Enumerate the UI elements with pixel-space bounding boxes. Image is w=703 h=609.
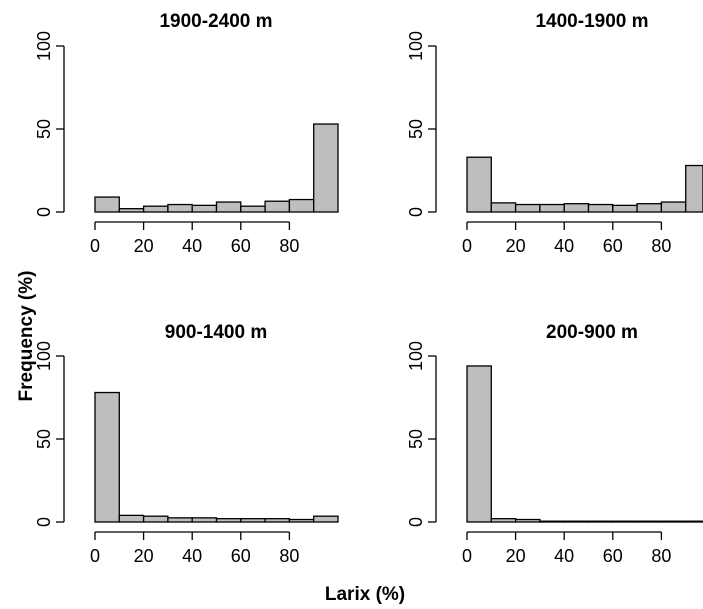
x-tick-label: 60 [231,236,251,256]
x-axis-label: Larix (%) [325,584,405,605]
panel-title: 200-900 m [546,322,638,343]
histogram-bar [142,205,169,213]
histogram-panel: 1900-2400 m 0 20 40 60 80 0 50 100 [34,11,339,256]
x-tick-label: 40 [554,236,574,256]
x-tick-label: 20 [134,546,154,566]
x-tick-label: 40 [182,546,202,566]
histogram-bar [636,520,663,523]
x-tick-label: 20 [506,546,526,566]
histogram-bar [313,123,339,213]
x-tick-label: 80 [651,236,671,256]
y-tick-label: 50 [34,429,54,449]
y-tick-label: 50 [34,119,54,139]
panel-title: 1900-2400 m [159,11,272,32]
histogram-bar [94,196,120,213]
x-tick-label: 40 [554,546,574,566]
panel-title: 1400-1900 m [535,11,648,32]
x-tick-label: 0 [462,236,472,256]
histogram-bar [685,520,703,523]
histogram-bar [118,208,145,213]
y-tick-label: 100 [34,31,54,61]
histogram-bar [612,520,638,523]
x-tick-label: 60 [603,236,623,256]
histogram-bar [587,520,614,523]
histogram-bar [660,201,687,213]
y-tick-label: 0 [34,207,54,217]
histogram-panel: 1400-1900 m 0 20 40 60 80 0 50 100 [406,11,703,256]
histogram-bar [264,518,291,523]
histogram-bar [288,518,315,523]
x-tick-label: 0 [462,546,472,566]
histogram-bar [288,198,315,213]
histogram-bar [636,203,663,213]
x-tick-label: 80 [279,546,299,566]
histogram-bar [240,205,266,213]
x-tick-label: 60 [231,546,251,566]
y-axis-label: Frequency (%) [16,271,37,402]
histogram-bar [167,517,193,523]
histogram-bar [191,204,218,213]
histogram-bar [118,514,145,523]
histogram-bar [191,517,218,523]
histogram-bar [685,164,703,213]
histogram-bar [563,520,590,523]
y-tick-label: 100 [406,341,426,371]
y-tick-label: 0 [406,207,426,217]
histogram-bar [313,515,339,523]
x-tick-label: 60 [603,546,623,566]
x-tick-label: 0 [90,236,100,256]
histogram-bar [539,203,565,213]
x-tick-label: 80 [279,236,299,256]
histogram-bar [490,518,517,523]
x-tick-label: 40 [182,236,202,256]
histogram-bar [466,156,492,213]
y-tick-label: 100 [34,341,54,371]
y-tick-label: 0 [34,517,54,527]
x-tick-label: 20 [134,236,154,256]
histogram-bar [466,365,492,523]
x-tick-label: 80 [651,546,671,566]
y-tick-label: 0 [406,517,426,527]
histogram-bar [514,203,541,213]
histogram-bar [264,200,291,213]
histogram-bar [490,202,517,213]
histogram-bar [587,203,614,213]
x-tick-label: 20 [506,236,526,256]
y-tick-label: 50 [406,119,426,139]
histogram-panel: 200-900 m 0 20 40 60 80 0 50 100 [406,322,703,566]
histogram-bar [240,518,266,523]
y-tick-label: 50 [406,429,426,449]
histogram-bar [539,520,565,523]
histogram-bar [660,520,687,523]
histogram-bar [142,515,169,523]
histogram-bar [514,518,541,523]
histogram-bar [167,203,193,213]
histogram-bar [612,204,638,213]
histogram-bar [94,391,120,523]
histogram-bar [215,201,242,213]
y-tick-label: 100 [406,31,426,61]
panel-title: 900-1400 m [165,322,267,343]
histogram-bar [215,518,242,523]
histogram-panel: 900-1400 m 0 20 40 60 80 0 50 100 [34,322,339,566]
x-tick-label: 0 [90,546,100,566]
histogram-bar [563,203,590,213]
